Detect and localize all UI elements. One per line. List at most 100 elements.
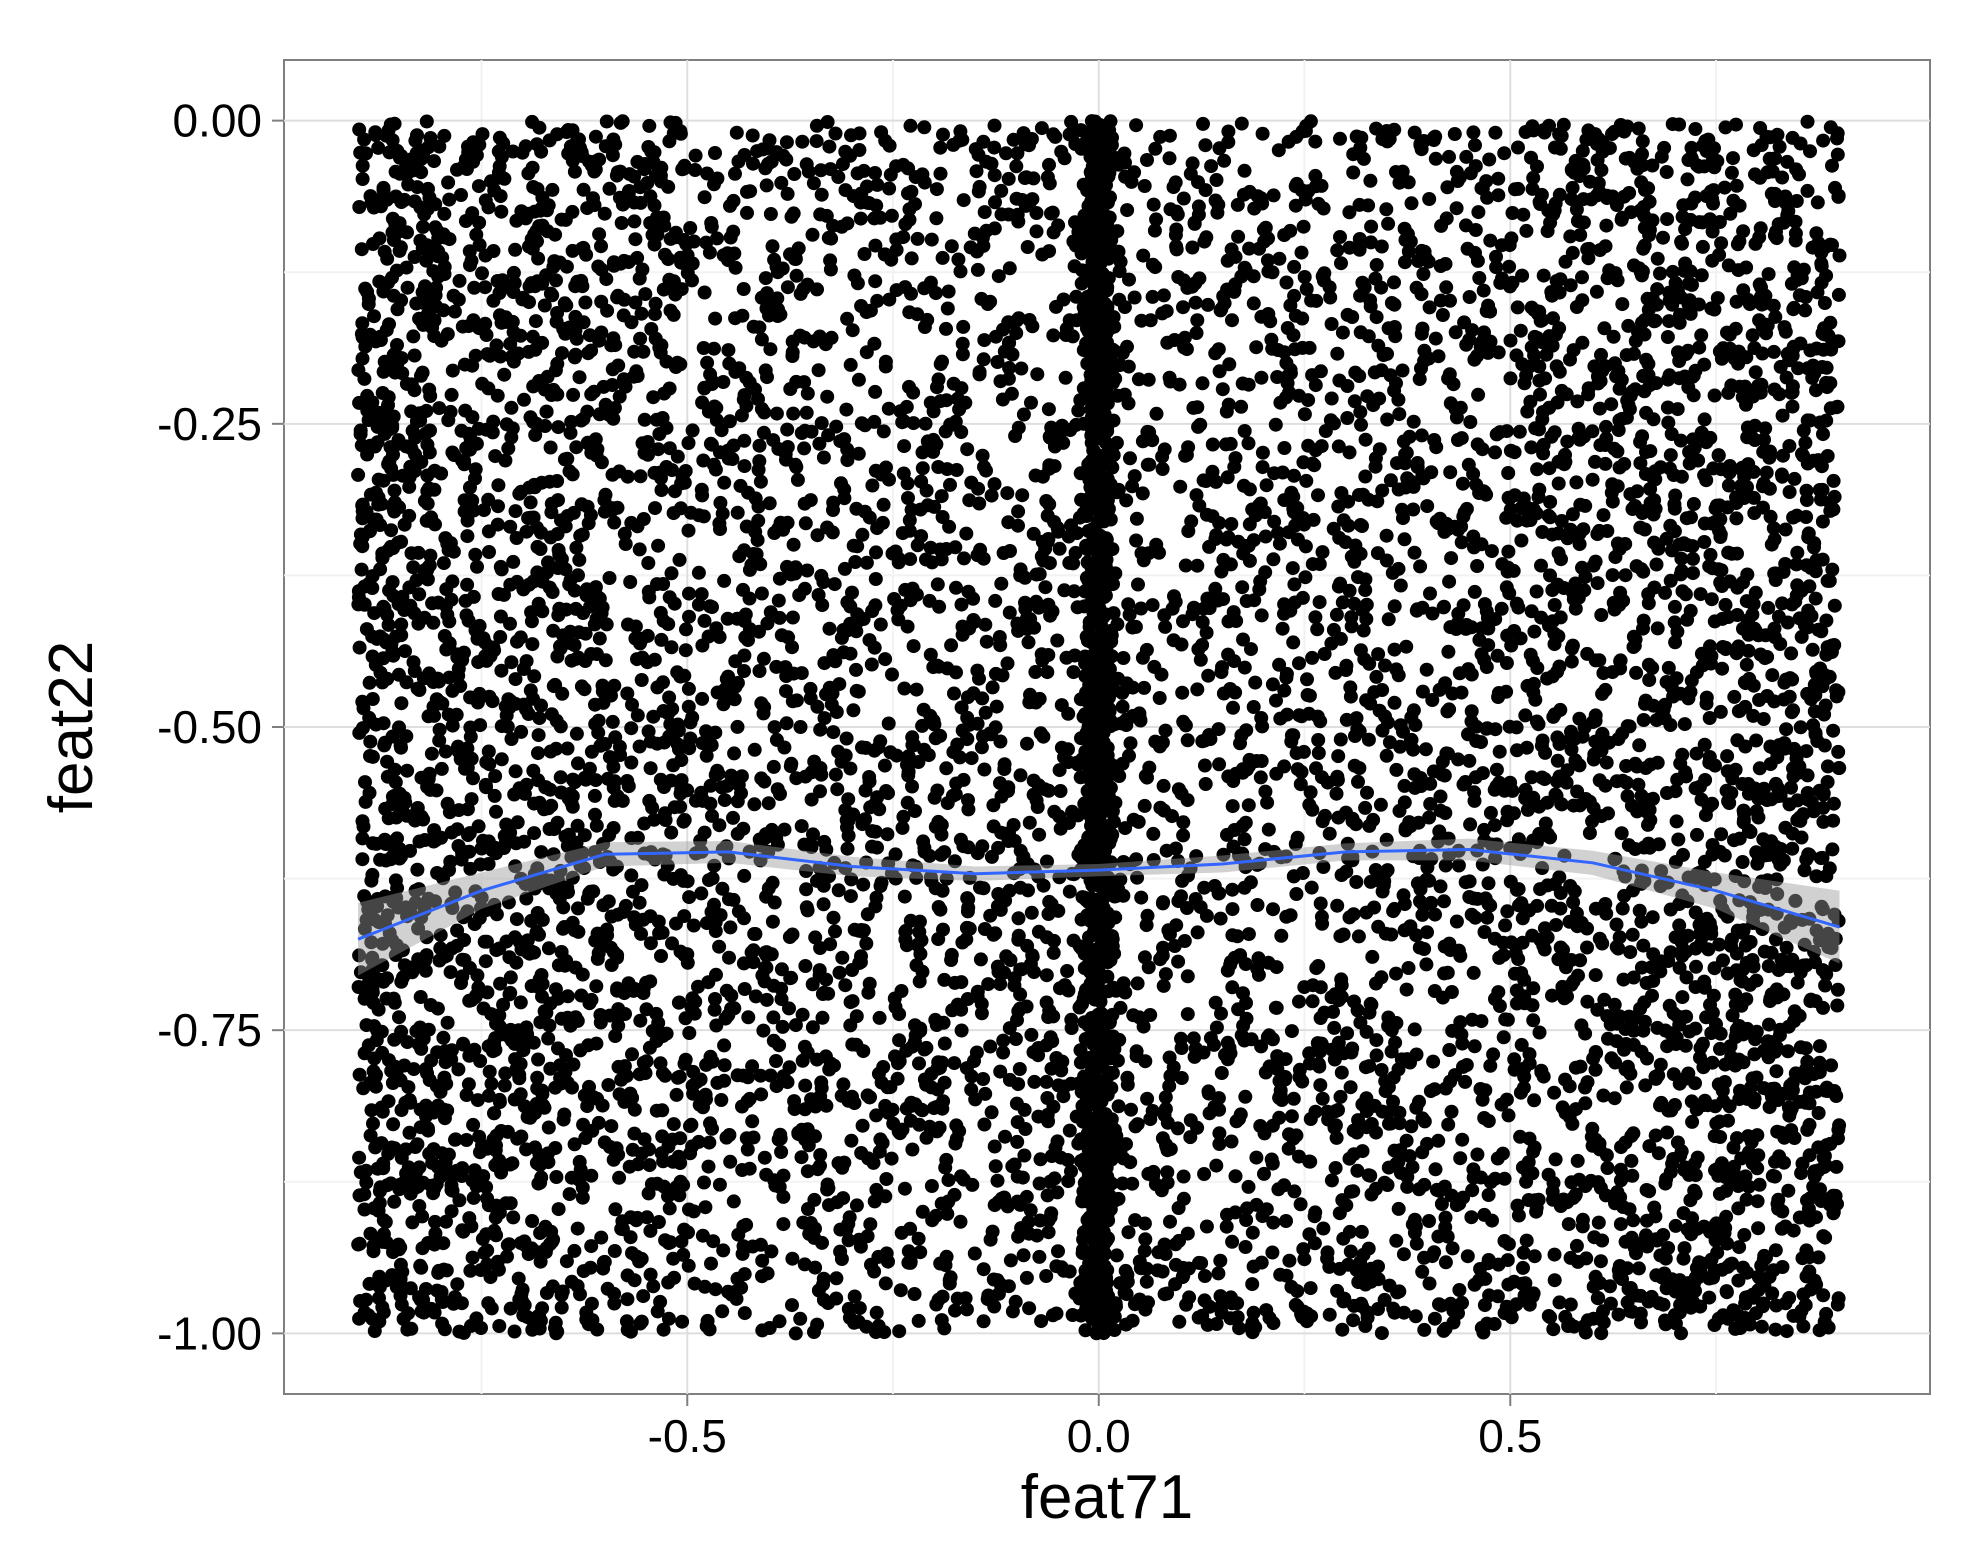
data-point [697,613,712,628]
data-point [1195,615,1210,630]
data-point [1010,1169,1025,1184]
data-point [599,272,614,287]
data-point [839,402,854,417]
data-point [682,890,697,905]
data-point [1551,952,1566,967]
data-point [1297,270,1312,284]
data-point [361,1308,376,1323]
data-point [1551,476,1566,491]
data-point [785,610,800,625]
data-point [976,1314,991,1329]
data-point [955,132,970,147]
data-point [1329,786,1344,801]
data-point [1454,535,1469,550]
data-point [1459,149,1474,164]
data-point [987,140,1002,155]
data-point [878,1276,893,1291]
data-point [1379,528,1394,543]
data-point [1426,1054,1441,1069]
data-point [482,545,496,559]
data-point [1578,1026,1593,1041]
data-point [489,804,503,819]
data-point [1297,1252,1312,1267]
data-point [1176,300,1190,315]
data-point [707,341,721,356]
data-point [1453,1151,1468,1166]
data-point [789,268,804,283]
data-point [688,148,703,163]
data-point [933,166,948,181]
data-point [1632,903,1647,918]
data-point [1781,1183,1796,1198]
data-point [1396,724,1410,739]
data-point [1315,916,1330,931]
data-point [1290,762,1305,777]
data-point [1599,419,1613,434]
data-point [1494,601,1509,616]
data-point [686,1204,701,1219]
data-point [1775,170,1790,185]
data-point [1573,953,1588,968]
data-point [718,682,732,697]
data-point [1720,749,1735,764]
data-point [1176,614,1190,629]
data-point [577,682,592,697]
data-point [958,1291,973,1306]
data-point [1031,1109,1046,1124]
data-point [1208,581,1223,596]
data-point [434,761,449,776]
data-point [1006,132,1021,147]
data-point [1697,737,1712,752]
data-point [403,1281,418,1296]
data-point [901,491,915,505]
data-point [357,597,372,612]
data-point [1811,1163,1826,1178]
data-point [1148,141,1163,156]
data-point [676,814,691,829]
data-point [1117,1285,1132,1300]
data-point [1491,345,1506,360]
data-point [737,868,752,883]
data-point [836,1077,851,1092]
data-point [1163,1214,1177,1229]
data-point [501,895,516,910]
data-point [944,239,959,254]
data-point [1020,736,1034,751]
data-point [1754,1319,1769,1334]
data-point [364,935,379,950]
data-point [763,1068,778,1083]
data-point [1799,510,1814,524]
data-point [1607,1091,1622,1106]
data-point [1598,682,1613,697]
data-point [1174,1041,1189,1055]
data-point [1673,433,1688,448]
data-point [1331,439,1346,454]
data-point [470,1093,485,1108]
data-point [1124,1102,1138,1117]
data-point [1792,1008,1807,1023]
data-point [1190,925,1205,940]
data-point [352,1150,367,1165]
data-point [1738,739,1753,754]
data-point [444,825,459,840]
data-point [1675,990,1690,1005]
data-point [853,211,868,226]
data-point [1693,587,1708,602]
data-point [714,423,729,438]
data-point [1328,665,1343,680]
data-point [1391,561,1406,576]
data-point [976,881,991,896]
data-point [1392,407,1407,422]
data-point [1286,1091,1301,1106]
data-point [1274,928,1289,943]
data-point [1662,314,1676,329]
data-point [1299,473,1314,488]
data-point [525,1214,540,1228]
data-point [869,1305,884,1320]
data-point [518,139,533,154]
data-point [1208,995,1223,1010]
data-point [1572,711,1587,726]
data-point [723,1154,738,1169]
data-point [822,621,837,636]
data-point [1272,536,1287,551]
